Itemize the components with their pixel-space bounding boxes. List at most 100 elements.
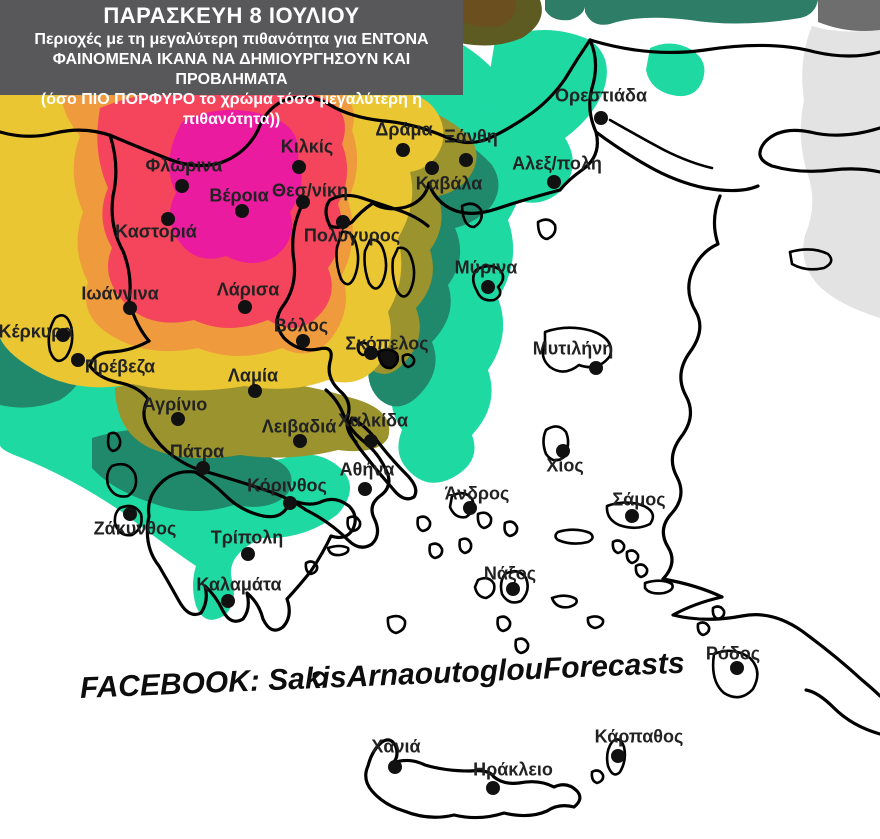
city-dot [425, 161, 439, 175]
paros-island [473, 576, 496, 600]
turkey-lake [788, 248, 833, 271]
city-dot [336, 215, 350, 229]
city-label: Χανιά [371, 736, 421, 757]
city-dot [506, 582, 520, 596]
city-dot [364, 346, 378, 360]
city-label: Χαλκίδα [337, 410, 409, 431]
forecast-header: ΠΑΡΑΣΚΕΥΗ 8 ΙΟΥΛΙΟΥ Περιοχές με τη μεγαλ… [0, 0, 463, 128]
corfu-island [47, 314, 74, 363]
rhodes-island [711, 649, 759, 699]
city-dot [358, 482, 372, 496]
ios-island [496, 615, 512, 633]
city-label: Πολύγυρος [303, 225, 401, 246]
thermaic-coast [275, 201, 358, 444]
samos-island [605, 501, 655, 530]
prob-region-magenta [169, 109, 302, 263]
athos-peninsula [391, 246, 416, 298]
city-dot [481, 280, 495, 294]
kefalonia-island [105, 462, 138, 498]
city-label: Πάτρα [169, 441, 225, 462]
city-label: Βόλος [273, 315, 329, 336]
city-label: Θεσ/νίκη [272, 180, 348, 201]
city-dot [594, 111, 608, 125]
city-label: Μύρινα [454, 257, 518, 278]
city-label: Αθήνα [339, 459, 395, 480]
santorini-island [514, 637, 530, 655]
kythnos-island [428, 542, 444, 560]
city-dot [388, 760, 402, 774]
city-label: Αγρίνιο [142, 394, 208, 415]
tinos-island [476, 511, 493, 530]
west-coast [88, 339, 202, 472]
city-label: Λαμία [227, 365, 279, 386]
city-dot [196, 461, 210, 475]
city-dot [293, 434, 307, 448]
aegina-island [346, 515, 362, 533]
city-label: Σκόπελος [345, 333, 429, 354]
city-dot [283, 496, 297, 510]
city-dot [235, 204, 249, 218]
astypalea-island [586, 615, 605, 630]
evia-island [346, 416, 418, 501]
karpathos-island [605, 738, 627, 776]
city-label: Κάρπαθος [594, 726, 684, 747]
city-label: Καστοριά [115, 221, 197, 242]
city-label: Σάμος [612, 489, 666, 510]
city-dot [161, 212, 175, 226]
zakynthos-island [113, 504, 143, 537]
turkey-corner [818, 0, 880, 31]
city-label: Καβάλα [415, 173, 483, 194]
skopelos-island [376, 348, 400, 370]
city-dot [611, 749, 625, 763]
city-dot [296, 195, 310, 209]
city-label: Πρέβεζα [84, 356, 156, 377]
hydra-island [326, 544, 350, 557]
prob-region-olive-south [115, 374, 390, 459]
city-dot [56, 328, 70, 342]
city-label: Ρόδος [705, 643, 761, 664]
city-label: Αλεξ/πολη [512, 153, 602, 174]
city-label: Νάξος [483, 563, 537, 584]
city-dot [486, 781, 500, 795]
city-dot [171, 412, 185, 426]
alonissos-island [401, 353, 416, 369]
kassandra-peninsula [335, 230, 360, 286]
city-dot [364, 434, 378, 448]
city-label: Κέρκυρα [0, 321, 74, 342]
city-label: Δράμα [375, 119, 433, 140]
patmos-island [611, 539, 626, 555]
marmara-south-coast [758, 126, 880, 174]
city-label: Ορεστιάδα [554, 85, 648, 106]
city-label: Χίος [546, 455, 584, 476]
city-dot [123, 507, 137, 521]
dardanelles-coast-1 [594, 130, 760, 193]
city-dot [238, 300, 252, 314]
city-dot [71, 353, 85, 367]
kos-island [643, 579, 674, 595]
turkey-land [800, 26, 880, 318]
city-label: Κιλκίς [280, 136, 334, 157]
city-dot [241, 547, 255, 561]
city-dot [556, 444, 570, 458]
prob-region-teal-thrace [482, 30, 607, 203]
camo-top-green-dab [545, 0, 586, 21]
city-label: Ξάνθη [444, 126, 498, 147]
city-label: Ιωάννινα [81, 283, 159, 304]
islands [47, 202, 759, 785]
limnos-island [471, 264, 505, 302]
syros-island [458, 537, 473, 555]
city-dot [625, 509, 639, 523]
city-label: Μυτιλήνη [532, 338, 614, 359]
kalymnos-island [634, 563, 649, 579]
forecast-subtitle-2: ΦΑΙΝΟΜΕΝΑ ΙΚΑΝΑ ΝΑ ΔΗΜΙΟΥΡΓΗΣΟΥΝ ΚΑΙ ΠΡΟ… [52, 50, 411, 89]
city-dot [589, 361, 603, 375]
dardanelles-coast-2 [608, 118, 714, 170]
city-label: Ζάκυνθος [93, 518, 177, 539]
borders-and-coasts [0, 38, 880, 820]
lefkada-island [106, 431, 122, 453]
albania-border [108, 133, 151, 343]
leros-island [625, 549, 640, 565]
city-label: Λάρισα [216, 279, 280, 300]
forecast-subtitle-1: Περιοχές με τη μεγαλύτερη πιθανότητα για… [34, 30, 429, 48]
